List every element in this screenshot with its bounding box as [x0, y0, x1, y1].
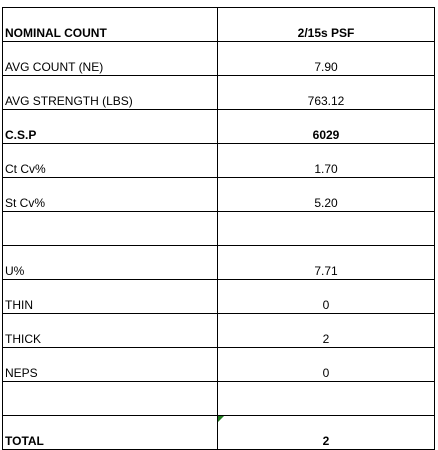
label-cell: NEPS [2, 347, 218, 382]
value-cell: 2 [217, 415, 435, 450]
table-row [2, 211, 435, 246]
value-cell: 5.20 [217, 177, 435, 212]
table-row: TOTAL 2 [2, 415, 435, 450]
value-cell [217, 211, 435, 246]
label-cell: AVG COUNT (NE) [2, 41, 218, 76]
value-cell: 7.90 [217, 41, 435, 76]
label-cell: St Cv% [2, 177, 218, 212]
table-row: AVG STRENGTH (LBS) 763.12 [2, 75, 435, 110]
table-row: AVG COUNT (NE) 7.90 [2, 41, 435, 76]
table-row: Ct Cv% 1.70 [2, 143, 435, 178]
table-row: C.S.P 6029 [2, 109, 435, 144]
label-cell: U% [2, 245, 218, 280]
cell-marker [218, 416, 224, 422]
label-cell: C.S.P [2, 109, 218, 144]
value-cell: 2/15s PSF [217, 7, 435, 42]
label-cell [2, 211, 218, 246]
table-row: St Cv% 5.20 [2, 177, 435, 212]
table-row: NEPS 0 [2, 347, 435, 382]
value-cell: 0 [217, 279, 435, 314]
value-cell: 1.70 [217, 143, 435, 178]
table-body: NOMINAL COUNT 2/15s PSF AVG COUNT (NE) 7.90… [2, 7, 435, 450]
label-cell: THIN [2, 279, 218, 314]
value-cell: 6029 [217, 109, 435, 144]
table-row: U% 7.71 [2, 245, 435, 280]
label-cell: Ct Cv% [2, 143, 218, 178]
label-cell: THICK [2, 313, 218, 348]
table-row: THIN 0 [2, 279, 435, 314]
value-cell: 2 [217, 313, 435, 348]
label-cell: AVG STRENGTH (LBS) [2, 75, 218, 110]
label-cell [2, 381, 218, 416]
label-cell: NOMINAL COUNT [2, 7, 218, 42]
value-cell: 7.71 [217, 245, 435, 280]
value-cell [217, 381, 435, 416]
value-cell: 763.12 [217, 75, 435, 110]
table-row: NOMINAL COUNT 2/15s PSF [2, 7, 435, 42]
table-row: THICK 2 [2, 313, 435, 348]
label-cell: TOTAL [2, 415, 218, 450]
value-cell: 0 [217, 347, 435, 382]
table-row [2, 381, 435, 416]
data-table: NOMINAL COUNT 2/15s PSF AVG COUNT (NE) 7.90… [2, 7, 435, 450]
